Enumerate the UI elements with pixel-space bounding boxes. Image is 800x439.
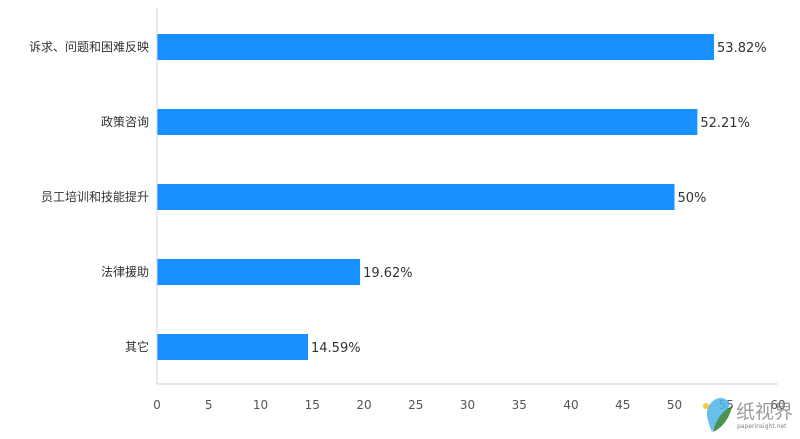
data-label: 50% — [678, 191, 707, 206]
category-label: 员工培训和技能提升 — [41, 189, 149, 204]
x-tick-label: 50 — [667, 398, 682, 412]
bar — [157, 109, 698, 135]
category-label: 诉求、问题和困难反映 — [29, 40, 149, 54]
category-label: 其它 — [125, 339, 149, 354]
x-tick-label: 20 — [356, 398, 371, 412]
bar — [157, 34, 715, 60]
watermark-leaf-icon — [706, 398, 730, 432]
labels-layer: 诉求、问题和困难反映 53.82% 政策咨询 52.21% 员工培训和技能提升 50% 法律… — [29, 40, 767, 356]
x-tick-label: 35 — [512, 398, 527, 412]
bar — [157, 334, 309, 360]
bar — [157, 259, 361, 285]
x-tick-label: 0 — [153, 398, 161, 412]
x-tick-label: 45 — [615, 398, 630, 412]
x-tick-label: 60 — [770, 398, 785, 412]
watermark-url: paperinsight.net — [737, 423, 787, 430]
x-tick-label: 30 — [460, 398, 475, 412]
bars-layer — [157, 34, 715, 360]
bar — [157, 184, 675, 210]
x-tick-label: 40 — [563, 398, 578, 412]
data-label: 19.62% — [363, 266, 413, 281]
category-label: 政策咨询 — [101, 114, 149, 129]
x-tick-label: 15 — [305, 398, 320, 412]
data-label: 52.21% — [700, 116, 750, 131]
category-label: 法律援助 — [101, 265, 149, 279]
x-tick-label: 5 — [205, 398, 213, 412]
watermark-leaf-accent-icon — [713, 406, 732, 432]
watermark-logo: 纸视界 paperinsight.net — [703, 398, 793, 432]
x-tick-label: 25 — [408, 398, 423, 412]
watermark-text: 纸视界 — [736, 401, 793, 423]
watermark-dot-icon — [703, 403, 709, 409]
x-tick-label: 10 — [253, 398, 268, 412]
data-label: 14.59% — [311, 341, 361, 356]
axis-layer: 051015202530354045505560 — [153, 8, 786, 412]
data-label: 53.82% — [717, 41, 767, 56]
